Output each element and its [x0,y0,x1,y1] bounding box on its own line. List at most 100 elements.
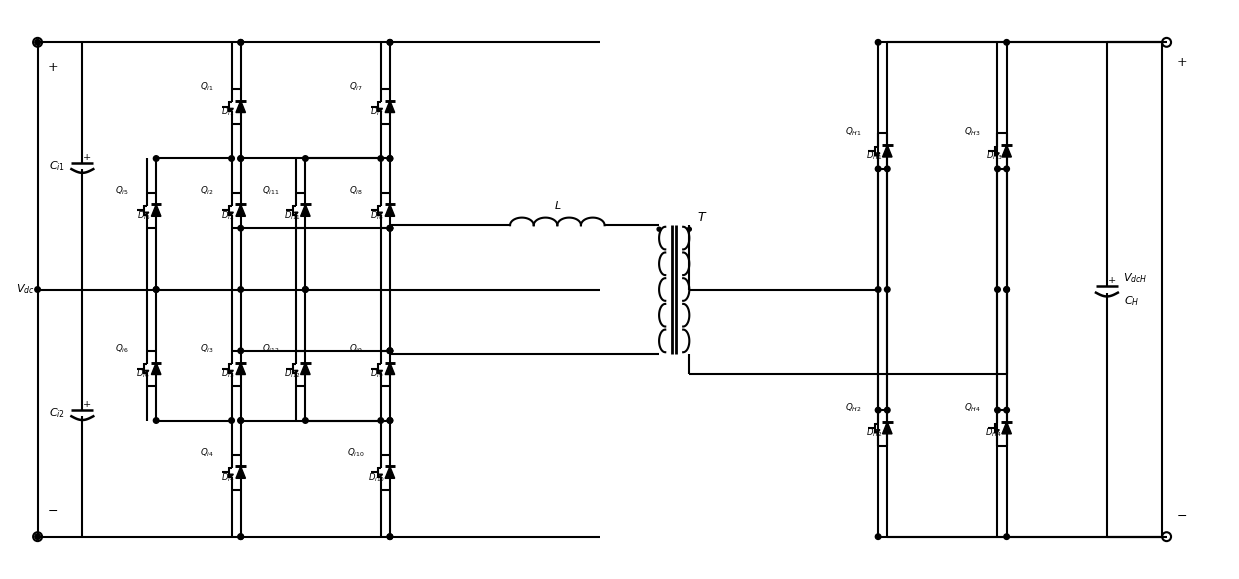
Circle shape [1004,408,1010,413]
Text: $Q_{i8}$: $Q_{i8}$ [349,184,363,197]
Circle shape [154,156,159,162]
Circle shape [238,287,244,292]
Circle shape [302,156,309,162]
Circle shape [238,417,244,423]
Text: $D_{i8}$: $D_{i8}$ [370,209,384,222]
Circle shape [885,408,890,413]
Circle shape [1004,534,1010,540]
Circle shape [875,39,881,45]
Circle shape [387,348,393,354]
Circle shape [387,348,393,354]
Polygon shape [151,204,161,217]
Text: $D_{i2}$: $D_{i2}$ [221,209,234,222]
Circle shape [387,534,393,540]
Text: $D_{i7}$: $D_{i7}$ [370,105,384,118]
Polygon shape [229,371,233,373]
Polygon shape [295,371,299,373]
Text: $C_{i2}$: $C_{i2}$ [50,406,66,420]
Polygon shape [379,371,383,373]
Text: +: + [83,153,92,162]
Circle shape [229,156,234,162]
Text: +: + [47,61,58,74]
Text: $D_{i1}$: $D_{i1}$ [221,105,234,118]
Circle shape [238,39,244,45]
Polygon shape [145,371,149,373]
Circle shape [885,287,890,292]
Text: $D_{i11}$: $D_{i11}$ [284,209,301,222]
Text: $C_{i1}$: $C_{i1}$ [50,159,66,173]
Text: $Q_{i7}$: $Q_{i7}$ [349,80,363,93]
Polygon shape [385,467,395,478]
Circle shape [378,156,384,162]
Polygon shape [145,212,149,215]
Polygon shape [379,108,383,111]
Polygon shape [996,153,1000,155]
Polygon shape [235,101,245,112]
Text: $Q_{i4}$: $Q_{i4}$ [199,446,213,459]
Polygon shape [1002,422,1011,434]
Circle shape [387,225,393,231]
Circle shape [1004,287,1010,292]
Circle shape [1004,166,1010,171]
Polygon shape [1002,145,1011,157]
Circle shape [302,287,309,292]
Text: $Q_{i3}$: $Q_{i3}$ [199,343,213,355]
Polygon shape [229,108,233,111]
Polygon shape [235,204,245,217]
Text: $C_H$: $C_H$ [1124,295,1140,308]
Text: $Q_{i1}$: $Q_{i1}$ [199,80,213,93]
Text: $D_{i4}$: $D_{i4}$ [221,471,234,483]
Polygon shape [229,474,233,477]
Circle shape [238,156,244,162]
Text: $Q_{i2}$: $Q_{i2}$ [199,184,213,197]
Text: $D_{i10}$: $D_{i10}$ [368,471,385,483]
Text: $Q_{i10}$: $Q_{i10}$ [347,446,364,459]
Text: −: − [47,505,58,518]
Text: $Q_{i11}$: $Q_{i11}$ [263,184,280,197]
Circle shape [35,39,41,45]
Polygon shape [301,204,310,217]
Circle shape [229,417,234,423]
Polygon shape [876,430,880,432]
Text: −: − [1176,511,1187,523]
Polygon shape [379,212,383,215]
Circle shape [238,39,244,45]
Text: $D_{H2}$: $D_{H2}$ [866,427,882,439]
Polygon shape [996,430,1000,432]
Text: $T$: $T$ [696,211,707,224]
Circle shape [302,417,309,423]
Polygon shape [295,212,299,215]
Circle shape [238,156,244,162]
Circle shape [238,534,244,540]
Text: $D_{i3}$: $D_{i3}$ [221,367,234,380]
Text: $Q_{i9}$: $Q_{i9}$ [349,343,363,355]
Circle shape [885,166,890,171]
Circle shape [995,408,1000,413]
Text: $D_{H1}$: $D_{H1}$ [866,150,882,162]
Polygon shape [882,145,892,157]
Text: $D_{i12}$: $D_{i12}$ [284,367,301,380]
Text: $V_{dcH}$: $V_{dcH}$ [1123,271,1147,284]
Text: $L$: $L$ [554,199,561,211]
Polygon shape [301,362,310,375]
Circle shape [387,417,393,423]
Text: $V_{dc}$: $V_{dc}$ [16,283,35,296]
Circle shape [387,225,393,231]
Circle shape [35,287,41,292]
Text: +: + [83,400,92,409]
Circle shape [1004,287,1010,292]
Text: $Q_{H3}$: $Q_{H3}$ [964,125,981,138]
Circle shape [657,227,662,231]
Circle shape [387,348,393,354]
Circle shape [688,227,691,231]
Circle shape [387,156,393,162]
Text: $Q_{H1}$: $Q_{H1}$ [845,125,861,138]
Circle shape [387,225,393,231]
Circle shape [154,287,159,292]
Text: $Q_{H2}$: $Q_{H2}$ [845,402,861,415]
Text: $D_{i5}$: $D_{i5}$ [136,209,150,222]
Text: +: + [1108,276,1116,285]
Text: $D_{H4}$: $D_{H4}$ [985,427,1002,439]
Circle shape [302,287,309,292]
Polygon shape [882,422,892,434]
